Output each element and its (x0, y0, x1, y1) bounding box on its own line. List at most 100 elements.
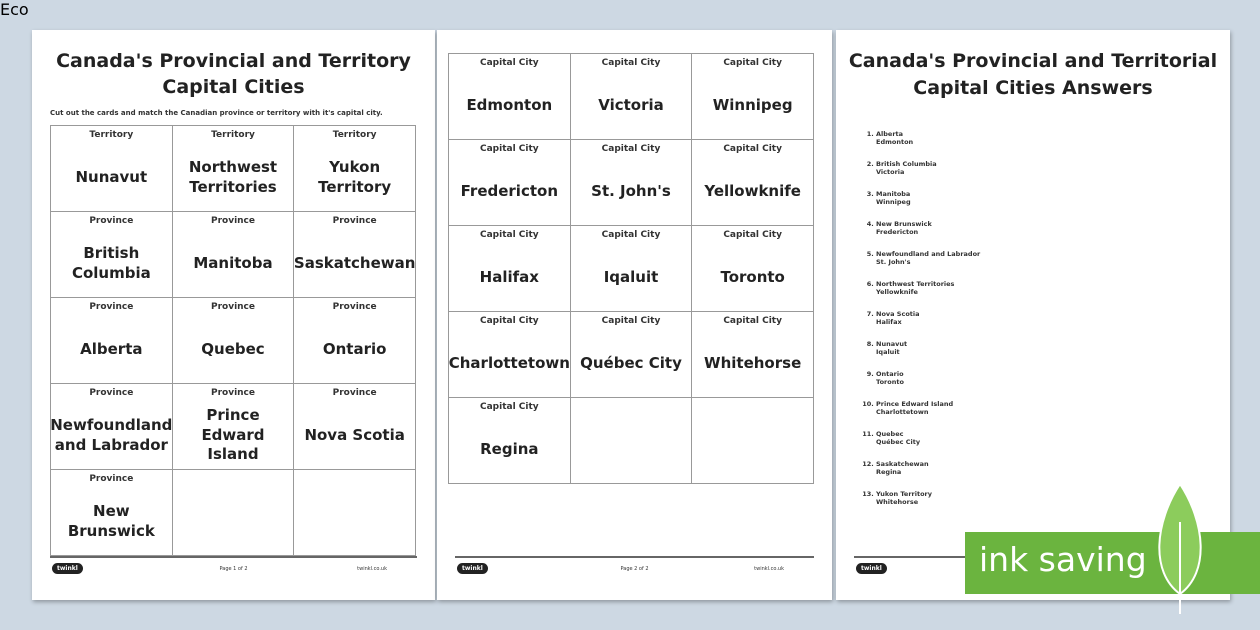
card-label: Capital City (479, 316, 539, 326)
card: Capital City Yellowknife (692, 140, 814, 226)
card (570, 398, 693, 484)
card-grid: Capital City Edmonton Capital City Victoria… (448, 53, 814, 484)
card-label: Territory (211, 130, 255, 140)
eco-badge: ink saving (965, 532, 1260, 594)
answer-capital: Québec City (876, 438, 921, 446)
card-name: Iqaluit (603, 267, 659, 286)
card: Territory Nunavut (51, 126, 173, 212)
card-name: Nova Scotia (304, 425, 405, 444)
card: Capital City Edmonton (449, 54, 571, 140)
card: Capital City Québec City (570, 312, 693, 398)
answer-capital: Fredericton (876, 228, 919, 236)
card: Capital City Toronto (692, 226, 814, 312)
card-name: British Columbia (71, 244, 151, 282)
card (692, 398, 814, 484)
answer-capital: Charlottetown (876, 408, 929, 416)
card-label: Province (89, 388, 134, 398)
logo: twinkl (52, 563, 83, 574)
card-label: Territory (332, 130, 377, 140)
answer-capital: Halifax (876, 318, 902, 326)
footer: twinkl Page 2 of 2 twinkl.co.uk (455, 556, 814, 580)
card-name: Victoria (598, 95, 664, 114)
card-label: Capital City (601, 316, 661, 326)
card-label: Capital City (479, 230, 539, 240)
card: Province Alberta (51, 298, 173, 384)
card-label: Capital City (723, 230, 782, 240)
page-number: Page 1 of 2 (219, 566, 248, 572)
card: Province New Brunswick (51, 470, 173, 556)
card: Territory Northwest Territories (172, 126, 295, 212)
card-name: Edmonton (466, 95, 553, 114)
card: Province Manitoba (172, 212, 295, 298)
page-1: Canada's Provincial and Territory Capita… (32, 30, 435, 600)
card-name: New Brunswick (67, 502, 155, 540)
card-label: Capital City (479, 58, 539, 68)
title: Capital Cities (162, 76, 305, 98)
answer-province: New Brunswick (876, 220, 932, 228)
card-label: Capital City (601, 58, 661, 68)
card-name: Charlottetown (448, 353, 570, 372)
card-label: Province (332, 216, 377, 226)
card-name: Newfoundland and Labrador (50, 416, 173, 454)
card-name: Nunavut (75, 167, 148, 186)
answer-province: Northwest Territories (876, 280, 955, 288)
title: Canada's Provincial and Territory (56, 50, 411, 72)
card-name: St. John's (591, 181, 671, 200)
card: Province Prince Edward Island (172, 384, 295, 470)
answer-capital: Iqaluit (876, 348, 900, 356)
answer-province: Nova Scotia (876, 310, 920, 318)
card: Province British Columbia (51, 212, 173, 298)
card: Province Saskatchewan (294, 212, 416, 298)
card-name: Northwest Territories (188, 158, 278, 196)
card-name: Yellowknife (704, 181, 801, 200)
card-label: Capital City (601, 144, 661, 154)
card-name: Manitoba (193, 253, 273, 272)
badge-text: ink saving (979, 540, 1147, 579)
card-label: Province (332, 302, 377, 312)
answer-capital: Whitehorse (876, 498, 919, 506)
answer-province: British Columbia (876, 160, 937, 168)
site: twinkl.co.uk (357, 566, 387, 572)
card-name: Saskatchewan (293, 253, 416, 272)
card: Capital City Iqaluit (570, 226, 693, 312)
answer-capital: Victoria (876, 168, 905, 176)
card: Province Nova Scotia (294, 384, 416, 470)
answer-province: Newfoundland and Labrador (876, 250, 981, 258)
answer-province: Ontario (876, 370, 904, 378)
card-label: Province (89, 302, 134, 312)
logo: twinkl (856, 563, 887, 574)
card-grid: Territory Nunavut Territory Northwest Terri… (50, 125, 416, 556)
card-label: Capital City (479, 144, 539, 154)
site: twinkl.co.uk (754, 566, 784, 572)
card: Capital City Halifax (449, 226, 571, 312)
card-name: Prince Edward Island (201, 406, 265, 464)
card-label: Province (89, 216, 134, 226)
card-label: Capital City (723, 316, 782, 326)
card-name: Yukon Territory (318, 158, 392, 196)
card: Province Quebec (172, 298, 295, 384)
card (294, 470, 416, 556)
page-number: Page 2 of 2 (620, 566, 649, 572)
answer-province: Saskatchewan (876, 460, 929, 468)
card: Province Ontario (294, 298, 416, 384)
answer-province: Quebec (876, 430, 904, 438)
card: Capital City Fredericton (449, 140, 571, 226)
answer-capital: Yellowknife (876, 288, 918, 296)
page-3: Canada's Provincial and Territorial Capi… (836, 30, 1230, 600)
card-name: Quebec (201, 339, 265, 358)
answer-capital: Regina (876, 468, 902, 476)
answer-capital: Toronto (876, 378, 904, 386)
logo: twinkl (457, 563, 488, 574)
answer-capital: St. John's (876, 258, 911, 266)
answer-capital: Winnipeg (876, 198, 911, 206)
leaf (1158, 482, 1202, 614)
card: Province Newfoundland and Labrador (50, 384, 173, 470)
answer-province: Alberta (876, 130, 904, 138)
